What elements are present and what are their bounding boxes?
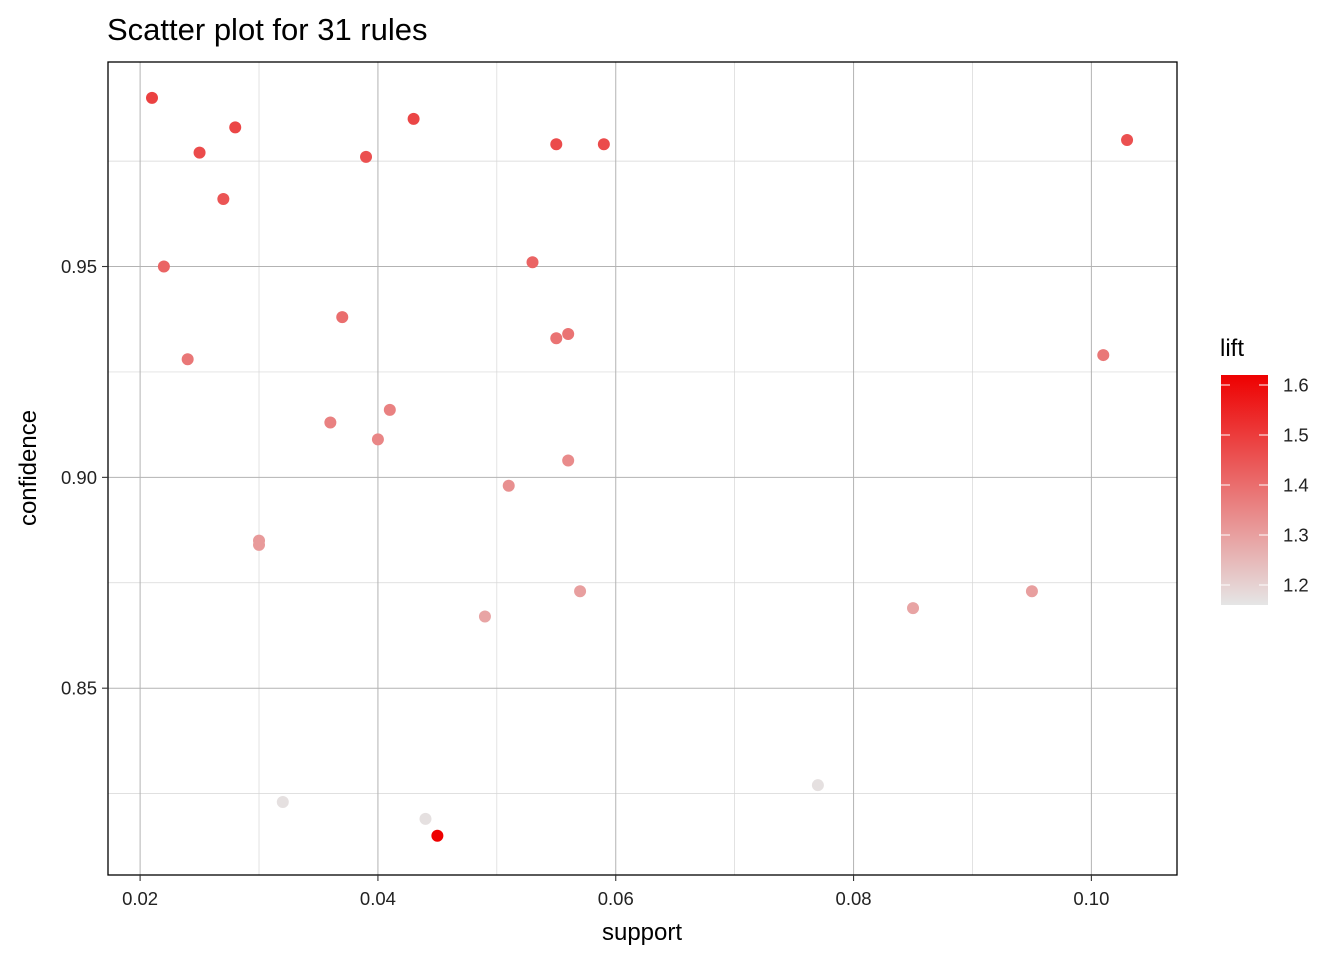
- x-axis-ticks: 0.02 0.04 0.06 0.08 0.10: [122, 875, 1109, 909]
- legend-ticks: 1.2 1.3 1.4 1.5 1.6: [1221, 375, 1309, 596]
- legend-colorbar: [1221, 375, 1268, 605]
- data-point: [371, 433, 384, 446]
- data-point: [907, 602, 920, 615]
- y-tick-label: 0.85: [61, 678, 97, 699]
- data-point: [550, 138, 563, 151]
- legend-title: lift: [1220, 335, 1244, 362]
- data-point: [526, 256, 539, 269]
- legend-tick-label: 1.3: [1283, 525, 1309, 546]
- data-point: [562, 327, 575, 340]
- data-point: [336, 311, 349, 324]
- data-point: [407, 112, 420, 125]
- data-point: [276, 796, 289, 809]
- data-point: [217, 193, 230, 206]
- data-point: [193, 146, 206, 159]
- data-point: [360, 150, 373, 163]
- plot-panel-border: [107, 61, 1178, 876]
- data-point: [324, 416, 337, 429]
- data-point: [562, 454, 575, 467]
- data-point: [1097, 349, 1110, 362]
- data-point: [811, 779, 824, 792]
- data-point: [383, 403, 396, 416]
- data-point: [253, 538, 266, 551]
- data-point: [181, 353, 194, 366]
- chart-title: Scatter plot for 31 rules: [107, 12, 428, 47]
- y-axis-ticks: 0.85 0.90 0.95: [61, 256, 108, 699]
- x-tick-label: 0.02: [122, 888, 158, 909]
- legend-tick-label: 1.4: [1283, 475, 1309, 496]
- x-tick-label: 0.04: [360, 888, 396, 909]
- data-point: [145, 91, 158, 104]
- legend-tick-label: 1.6: [1283, 375, 1309, 396]
- legend-tick-label: 1.5: [1283, 425, 1309, 446]
- x-tick-label: 0.10: [1073, 888, 1109, 909]
- x-tick-label: 0.06: [598, 888, 634, 909]
- y-tick-label: 0.95: [61, 256, 97, 277]
- x-axis-title: support: [602, 919, 682, 946]
- legend-tick-label: 1.2: [1283, 575, 1309, 596]
- data-point: [550, 332, 563, 345]
- color-legend: lift 1.2 1.3 1.4 1.5 1.6: [1220, 335, 1309, 605]
- data-point: [574, 585, 587, 598]
- data-point: [597, 138, 610, 151]
- data-point: [1025, 585, 1038, 598]
- data-point: [478, 610, 491, 623]
- data-point: [1121, 134, 1134, 147]
- data-point: [229, 121, 242, 134]
- x-tick-label: 0.08: [836, 888, 872, 909]
- data-point: [419, 812, 432, 825]
- y-tick-label: 0.90: [61, 467, 97, 488]
- data-point: [157, 260, 170, 273]
- grid-lines: [108, 62, 1177, 875]
- data-points: [145, 91, 1134, 842]
- y-axis-title: confidence: [15, 410, 42, 526]
- data-point: [502, 479, 515, 492]
- data-point: [431, 829, 444, 842]
